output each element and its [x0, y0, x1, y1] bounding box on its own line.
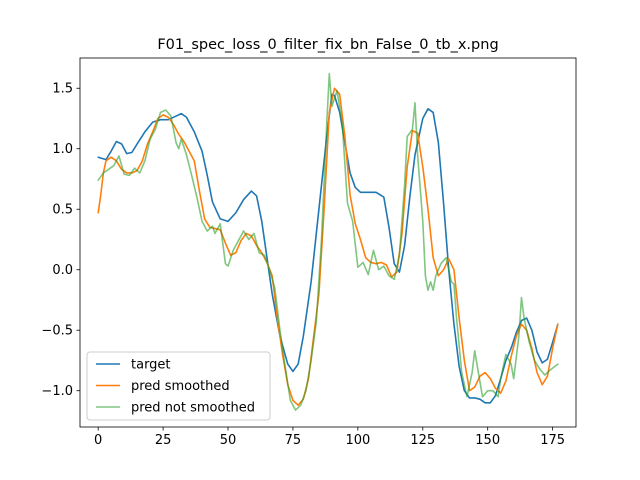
legend-label-2: pred not smoothed [131, 401, 255, 416]
chart-title: F01_spec_loss_0_filter_fix_bn_False_0_tb… [157, 37, 498, 53]
series-line-2 [97, 72, 559, 411]
y-tick-label-4: 1.0 [52, 142, 73, 157]
plot-frame [79, 57, 577, 428]
x-tick-label-1: 25 [155, 433, 172, 448]
y-tick-label-1: −0.5 [41, 324, 73, 339]
y-tick-label-2: 0.0 [52, 263, 73, 278]
x-tick-label-6: 150 [475, 433, 500, 448]
series-line-1 [97, 87, 559, 407]
y-tick-label-5: 1.5 [52, 82, 73, 97]
x-tick-label-7: 175 [540, 433, 565, 448]
x-tick-label-5: 125 [410, 433, 435, 448]
legend: target pred smoothed pred not smoothed [86, 351, 271, 421]
legend-label-0: target [131, 358, 171, 373]
x-tick-label-4: 100 [345, 433, 370, 448]
x-tick-label-0: 0 [94, 433, 102, 448]
x-tick-label-3: 75 [285, 433, 302, 448]
x-tick-label-2: 50 [220, 433, 237, 448]
y-axis-ticks: −1.0 −0.5 0.0 0.5 1.0 1.5 [41, 82, 80, 399]
legend-box [86, 351, 271, 421]
y-tick-label-3: 0.5 [52, 203, 73, 218]
series-layer [97, 72, 559, 411]
y-tick-label-0: −1.0 [41, 384, 73, 399]
x-axis-ticks: 0 25 50 75 100 125 150 175 [94, 427, 565, 448]
legend-label-1: pred smoothed [131, 379, 230, 394]
